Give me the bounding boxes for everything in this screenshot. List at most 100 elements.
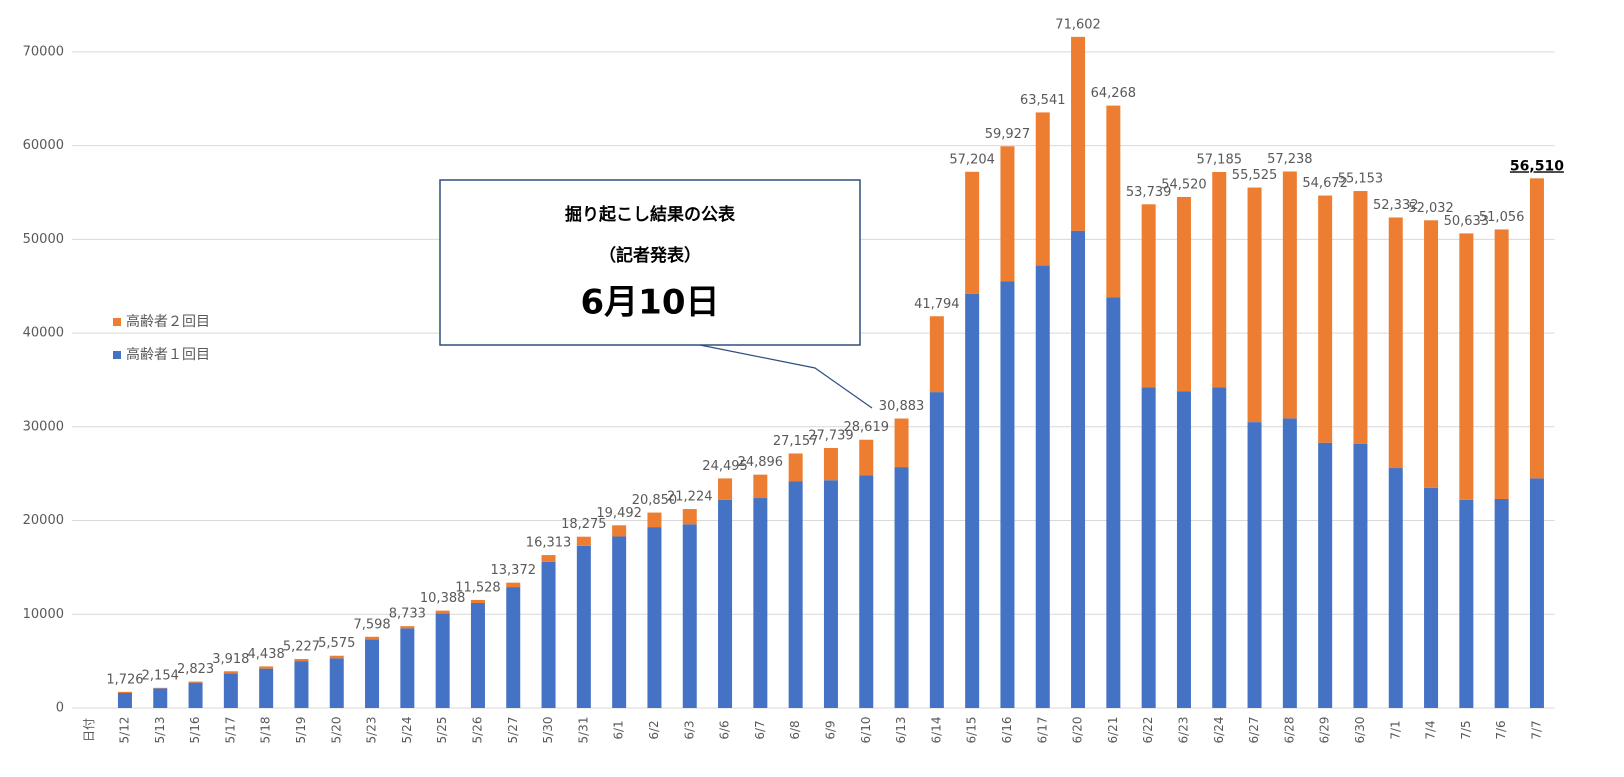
bar-segment (576, 545, 591, 708)
bar-segment (1035, 265, 1050, 708)
bar-segment (223, 671, 238, 674)
total-label: 27,157 (773, 434, 819, 449)
bar-segment (541, 561, 556, 708)
x-tick-label: 5/30 (541, 717, 555, 744)
total-label: 53,739 (1126, 185, 1172, 200)
total-label: 5,575 (318, 636, 355, 651)
annotation-date: 6月10日 (581, 283, 720, 323)
y-tick-label: 20000 (23, 513, 64, 528)
bar-segment (294, 661, 309, 708)
x-tick-label: 6/17 (1035, 717, 1049, 744)
bar-segment (1424, 220, 1439, 488)
total-label: 19,492 (596, 506, 642, 521)
total-label: 55,525 (1232, 168, 1278, 183)
total-label: 18,275 (561, 517, 607, 532)
bar-segment (470, 599, 485, 604)
annotation-line: （記者発表） (599, 245, 701, 266)
x-tick-label: 6/8 (788, 720, 802, 739)
bar-segment (823, 480, 838, 708)
total-label: 54,672 (1302, 176, 1348, 191)
bar-segment (788, 453, 803, 482)
x-tick-label: 5/13 (153, 717, 167, 744)
total-label: 7,598 (353, 617, 390, 632)
bar-segment (1318, 442, 1333, 708)
bar-segment (1071, 36, 1086, 231)
bar-segment (1000, 281, 1015, 708)
x-tick-label: 6/24 (1212, 717, 1226, 744)
x-tick-label: 7/7 (1529, 720, 1543, 739)
total-label: 20,850 (632, 493, 678, 508)
bar-segment (1529, 478, 1544, 708)
bar-segment (1071, 230, 1086, 708)
bar-segment (753, 474, 768, 499)
x-tick-label: 5/19 (294, 717, 308, 744)
x-tick-label: 6/16 (1000, 717, 1014, 744)
bar-segment (859, 475, 874, 708)
y-tick-label: 0 (56, 701, 64, 716)
bar-segment (1035, 112, 1050, 266)
legend-swatch (113, 351, 121, 359)
bar-segment (1106, 105, 1121, 298)
total-label: 71,602 (1055, 17, 1101, 32)
bar-segment (259, 668, 274, 708)
bar-segment (859, 439, 874, 476)
x-tick-label: 5/17 (223, 717, 237, 744)
total-label: 28,619 (844, 420, 890, 435)
x-tick-label: 6/3 (682, 720, 696, 739)
bar-segment (1353, 443, 1368, 708)
bar-segment (365, 636, 380, 640)
bar-segment (1459, 233, 1474, 500)
x-tick-label: 5/24 (400, 717, 414, 744)
legend-label: 高齢者１回目 (126, 346, 210, 363)
bar-segment (400, 626, 415, 629)
bar-segment (823, 447, 838, 481)
bar-segment (718, 478, 733, 500)
bar-segment (506, 582, 521, 588)
total-label: 21,224 (667, 490, 713, 505)
x-tick-label: 5/23 (365, 717, 379, 744)
x-tick-label: 7/5 (1459, 720, 1473, 739)
bar-segment (1494, 498, 1509, 708)
bar-segment (718, 499, 733, 708)
bar-segment (1212, 387, 1227, 708)
x-tick-label: 6/23 (1176, 717, 1190, 744)
bar-segment (329, 658, 344, 708)
x-tick-label: 6/29 (1318, 717, 1332, 744)
bar-segment (682, 524, 697, 708)
x-tick-label: 5/31 (576, 717, 590, 744)
bar-segment (929, 392, 944, 708)
bar-segment (612, 536, 627, 708)
x-tick-label: 6/15 (965, 717, 979, 744)
x-tick-label: 6/27 (1247, 717, 1261, 744)
bar-segment (788, 481, 803, 708)
x-tick-label: 6/28 (1282, 717, 1296, 744)
bar-segment (223, 673, 238, 708)
bar-segment (612, 525, 627, 537)
bar-segment (188, 682, 203, 708)
total-label: 10,388 (420, 591, 466, 606)
x-tick-label: 6/20 (1071, 717, 1085, 744)
total-label: 63,541 (1020, 93, 1066, 108)
bar-segment (188, 681, 203, 683)
bar-segment (329, 655, 344, 659)
total-label: 27,739 (808, 428, 854, 443)
x-tick-label: 7/4 (1424, 720, 1438, 739)
bar-segment (153, 688, 168, 708)
annotation-line: 掘り起こし結果の公表 (565, 204, 736, 225)
total-label: 8,733 (389, 607, 426, 622)
bar-segment (1247, 422, 1262, 708)
bar-segment (1106, 297, 1121, 708)
x-tick-label: 6/30 (1353, 717, 1367, 744)
total-label: 5,227 (283, 640, 320, 655)
callout-pointer (699, 344, 873, 409)
bar-segment (1282, 171, 1297, 419)
x-tick-label: 6/13 (894, 717, 908, 744)
bar-segment (894, 418, 909, 468)
callout-box (439, 179, 861, 346)
total-label: 3,918 (212, 652, 249, 667)
x-tick-label: 6/21 (1106, 717, 1120, 744)
total-label: 30,883 (879, 399, 925, 414)
x-tick-label: 6/7 (753, 720, 767, 739)
bar-segment (400, 628, 415, 708)
